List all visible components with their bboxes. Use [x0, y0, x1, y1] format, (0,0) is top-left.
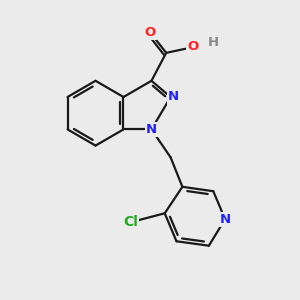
- Text: N: N: [168, 91, 179, 103]
- Text: Cl: Cl: [123, 215, 138, 229]
- Text: O: O: [187, 40, 198, 53]
- Text: N: N: [146, 123, 157, 136]
- Text: N: N: [220, 213, 231, 226]
- Text: H: H: [208, 36, 219, 49]
- Text: O: O: [144, 26, 156, 39]
